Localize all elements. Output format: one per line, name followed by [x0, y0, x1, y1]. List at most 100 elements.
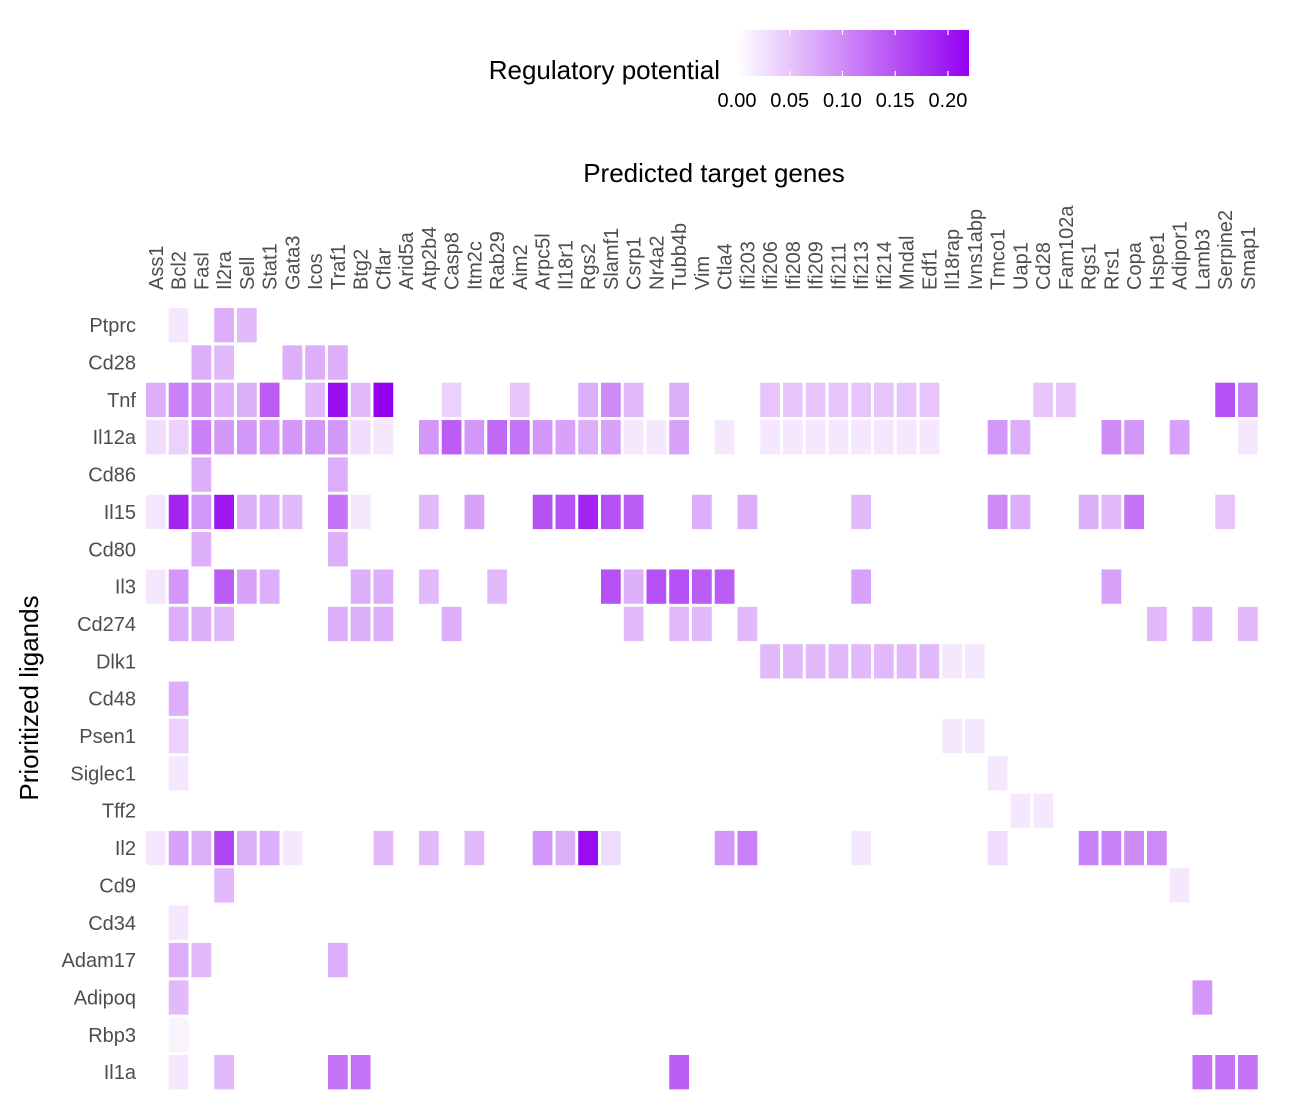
heatmap-cell	[874, 644, 894, 679]
heatmap-cell	[601, 830, 621, 866]
heatmap-cell	[669, 1055, 689, 1090]
heatmap-cell	[714, 420, 735, 455]
heatmap-cell	[1238, 606, 1258, 642]
heatmap-cell	[168, 905, 189, 940]
heatmap-cell	[1124, 420, 1144, 455]
heatmap-cell	[851, 569, 871, 604]
x-tick-label: Il18rap	[942, 229, 964, 290]
x-tick-label: Csrp1	[624, 237, 646, 290]
heatmap-cell	[510, 420, 530, 455]
heatmap-cell	[851, 382, 871, 418]
heatmap-cell	[601, 382, 621, 418]
heatmap-cell	[350, 494, 371, 530]
y-tick-label: Siglec1	[70, 763, 136, 785]
heatmap-cell	[259, 569, 280, 604]
heatmap-cell	[851, 644, 871, 679]
x-tick-label: Arid5a	[396, 231, 418, 290]
x-tick-label: Casp8	[442, 232, 464, 290]
heatmap-cell	[714, 569, 735, 604]
y-tick-label: Il2	[115, 838, 136, 860]
heatmap-cell	[168, 718, 189, 754]
heatmap-cell	[692, 494, 712, 530]
y-tick-label: Adam17	[62, 950, 137, 972]
heatmap-cell	[532, 830, 553, 866]
heatmap-cell	[441, 606, 462, 642]
heatmap-cell	[874, 382, 894, 418]
heatmap-cell	[191, 830, 212, 866]
heatmap-cell	[783, 644, 803, 679]
heatmap-cell	[601, 494, 621, 530]
x-tick-label: Rab29	[487, 231, 509, 290]
heatmap-cell	[737, 606, 758, 642]
heatmap-cell	[1169, 868, 1190, 903]
y-tick-label: Cd28	[88, 353, 136, 375]
heatmap-cell	[783, 420, 803, 455]
heatmap-cell	[1215, 494, 1235, 530]
x-tick-label: Btg2	[351, 249, 373, 290]
heatmap-cell	[601, 569, 621, 604]
heatmap-cell	[464, 420, 485, 455]
heatmap-cell	[168, 830, 189, 866]
heatmap-cell	[214, 345, 234, 380]
x-tick-label: Copa	[1124, 241, 1146, 290]
legend-tick-label: 0.15	[876, 90, 915, 112]
heatmap-cell	[510, 382, 530, 418]
heatmap-cell	[714, 830, 735, 866]
heatmap-cell	[1124, 494, 1144, 530]
heatmap-cell	[1101, 830, 1122, 866]
heatmap-cell	[146, 569, 166, 604]
heatmap-cell	[987, 420, 1008, 455]
x-tick-label: Il2ra	[214, 250, 236, 290]
heatmap-cell	[168, 756, 189, 791]
heatmap-cell	[578, 420, 598, 455]
heatmap-cell	[168, 606, 189, 642]
x-tick-label: Arpc5l	[533, 233, 555, 290]
x-tick-label: Rgs2	[578, 243, 600, 290]
heatmap-cell	[805, 420, 826, 455]
x-tick-label: Atp2b4	[419, 227, 441, 290]
heatmap-cell	[1238, 1055, 1258, 1090]
heatmap-cell	[282, 830, 303, 866]
heatmap-cell	[350, 1055, 371, 1090]
y-tick-label: Tnf	[107, 390, 136, 412]
y-tick-label: Il3	[115, 577, 136, 599]
y-tick-label: Adipoq	[74, 987, 136, 1009]
heatmap-cell	[191, 345, 212, 380]
heatmap-cell	[191, 382, 212, 418]
heatmap-cell	[1078, 494, 1099, 530]
heatmap-cell	[237, 494, 257, 530]
heatmap-cell	[942, 644, 962, 679]
heatmap-cell	[1033, 793, 1053, 828]
heatmap-cell	[168, 980, 189, 1015]
heatmap-cell	[1238, 420, 1258, 455]
y-tick-label: Psen1	[79, 726, 136, 748]
y-axis-title: Prioritized ligands	[14, 595, 44, 800]
x-tick-label: Uap1	[1010, 242, 1032, 290]
y-tick-label: Cd274	[77, 614, 136, 636]
heatmap-cell	[259, 830, 280, 866]
heatmap-cell	[805, 644, 826, 679]
heatmap-cell	[1101, 494, 1122, 530]
heatmap-cell	[965, 718, 985, 754]
x-tick-label: Lamb3	[1192, 229, 1214, 290]
heatmap-cell	[646, 420, 667, 455]
heatmap-cell	[532, 494, 553, 530]
heatmap-cell	[146, 420, 166, 455]
heatmap-cell	[1215, 1055, 1235, 1090]
heatmap-cell	[828, 420, 849, 455]
heatmap-cell	[168, 1055, 189, 1090]
heatmap-cell	[282, 420, 303, 455]
heatmap-cell	[1010, 420, 1031, 455]
x-tick-label: Ctla4	[715, 243, 737, 290]
x-tick-label: Gata3	[282, 236, 304, 290]
heatmap-cell	[896, 644, 917, 679]
heatmap-cell	[237, 308, 257, 343]
heatmap-cell	[214, 382, 234, 418]
heatmap-cell	[328, 494, 348, 530]
heatmap-cell	[237, 569, 257, 604]
y-tick-label: Cd86	[88, 465, 136, 487]
x-tick-label: Cflar	[373, 247, 395, 290]
heatmap-cell	[1147, 830, 1167, 866]
heatmap-cell	[419, 494, 439, 530]
